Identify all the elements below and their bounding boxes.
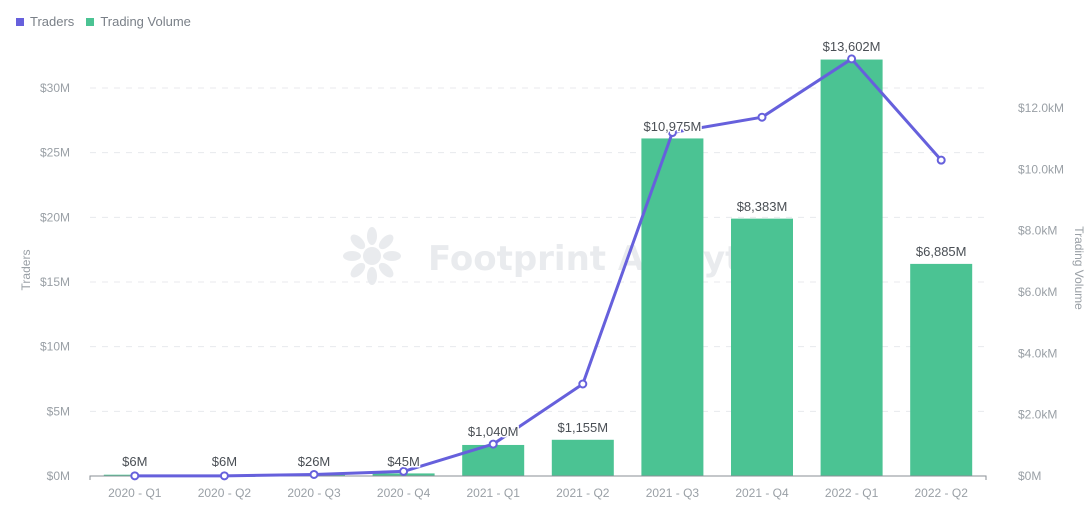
right-axis-tick: $0M: [1018, 469, 1041, 483]
data-label: $6M: [122, 454, 147, 469]
x-axis-tick: 2020 - Q2: [198, 486, 252, 500]
left-axis-tick: $30M: [40, 81, 70, 95]
data-label: $6,885M: [916, 244, 967, 259]
line-point[interactable]: [667, 128, 677, 138]
x-axis-tick: 2021 - Q1: [467, 486, 521, 500]
data-label: $45M: [387, 454, 420, 469]
right-axis-tick: $2.0kM: [1018, 408, 1057, 422]
legend-swatch-trading-volume: [86, 17, 95, 26]
line-point[interactable]: [757, 112, 767, 122]
data-label: $13,602M: [823, 39, 881, 54]
data-label: $6M: [212, 454, 237, 469]
x-axis-tick: 2021 - Q2: [556, 486, 610, 500]
legend-item-trading-volume[interactable]: Trading Volume: [86, 14, 191, 29]
bar[interactable]: [551, 439, 614, 476]
x-axis-tick: 2020 - Q4: [377, 486, 431, 500]
watermark: Footprint Analytics: [343, 227, 793, 285]
left-axis-tick: $15M: [40, 275, 70, 289]
data-label: $1,040M: [468, 424, 519, 439]
legend-label-traders: Traders: [30, 14, 75, 29]
right-axis-title: Trading Volume: [1072, 226, 1086, 310]
line-point[interactable]: [578, 379, 588, 389]
x-axis-line: [89, 475, 987, 480]
right-axis-tick: $8.0kM: [1018, 224, 1057, 238]
data-label: $26M: [298, 454, 331, 469]
left-axis-title: Traders: [19, 250, 33, 291]
right-axis-tick: $10.0kM: [1018, 162, 1064, 176]
line-point[interactable]: [399, 466, 409, 476]
bar[interactable]: [910, 263, 973, 476]
line-point[interactable]: [309, 469, 319, 479]
legend-item-traders[interactable]: Traders: [16, 14, 74, 29]
line-point[interactable]: [488, 439, 498, 449]
x-axis-tick: 2022 - Q1: [825, 486, 879, 500]
chart-legend: Traders Trading Volume: [16, 14, 191, 29]
line-point[interactable]: [936, 155, 946, 165]
x-axis-tick: 2022 - Q2: [915, 486, 969, 500]
data-label: $8,383M: [737, 199, 788, 214]
left-axis-tick: $10M: [40, 340, 70, 354]
right-axis-tick: $12.0kM: [1018, 101, 1064, 115]
data-label: $1,155M: [558, 420, 609, 435]
left-axis-tick: $5M: [47, 404, 70, 418]
x-axis-tick: 2021 - Q4: [735, 486, 789, 500]
line-point[interactable]: [847, 54, 857, 64]
data-label: $10,975M: [643, 119, 701, 134]
left-axis-tick: $20M: [40, 210, 70, 224]
x-axis-tick: 2020 - Q3: [287, 486, 341, 500]
left-axis-tick: $25M: [40, 146, 70, 160]
x-axis-tick: 2020 - Q1: [108, 486, 162, 500]
left-axis-tick: $0M: [47, 469, 70, 483]
bar[interactable]: [820, 59, 883, 477]
right-axis-tick: $4.0kM: [1018, 346, 1057, 360]
legend-label-trading-volume: Trading Volume: [100, 14, 191, 29]
line-point[interactable]: [130, 471, 140, 481]
x-axis-tick: 2021 - Q3: [646, 486, 700, 500]
line-point[interactable]: [219, 471, 229, 481]
legend-swatch-traders: [16, 17, 24, 26]
traders-line: [134, 57, 943, 478]
bar[interactable]: [731, 218, 793, 477]
right-axis-tick: $6.0kM: [1018, 285, 1057, 299]
